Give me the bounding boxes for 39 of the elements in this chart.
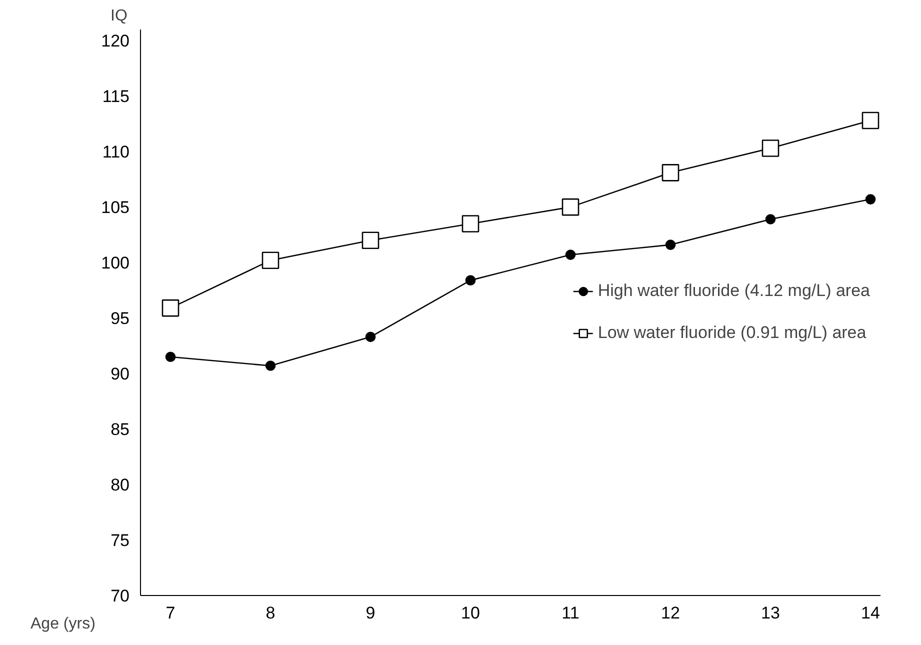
point	[865, 194, 876, 204]
point	[362, 232, 380, 250]
y-tick-label: 90	[110, 364, 130, 384]
point	[565, 250, 576, 260]
x-tick-label: 9	[366, 604, 376, 622]
point	[165, 352, 176, 362]
point	[465, 275, 476, 286]
y-tick-label: 95	[110, 309, 130, 328]
point	[365, 332, 376, 342]
point	[862, 112, 880, 130]
point	[665, 240, 676, 250]
y-tick-label: 115	[102, 87, 130, 106]
y-axis-title: IQ	[110, 8, 128, 24]
x-tick-label: 7	[166, 604, 176, 622]
point	[262, 252, 280, 269]
x-tick-label: 14	[861, 604, 880, 622]
y-tick-label: 110	[102, 142, 130, 162]
x-tick-label: 10	[461, 604, 480, 622]
y-tick-label: 100	[101, 254, 130, 273]
y-tick-label: 105	[101, 198, 130, 218]
y-tick-label: 75	[110, 531, 130, 550]
x-axis-title: Age (yrs)	[30, 616, 96, 632]
point	[265, 360, 276, 371]
point	[162, 299, 180, 317]
point	[662, 164, 680, 182]
y-tick-label: 70	[110, 586, 130, 606]
point	[762, 140, 780, 157]
legend-label: Low water fluoride (0.91 mg/L) area	[598, 323, 866, 343]
point	[765, 214, 776, 224]
y-tick-label: 120	[101, 32, 130, 51]
x-tick-label: 13	[761, 604, 780, 622]
legend-label: High water fluoride (4.12 mg/L) area	[598, 281, 870, 301]
point	[562, 198, 580, 216]
x-tick-label: 11	[562, 604, 580, 622]
y-tick-label: 80	[110, 476, 130, 495]
y-tick-label: 85	[110, 420, 130, 440]
x-tick-label: 8	[266, 604, 276, 622]
point	[462, 215, 480, 232]
x-tick-label: 12	[661, 604, 680, 622]
